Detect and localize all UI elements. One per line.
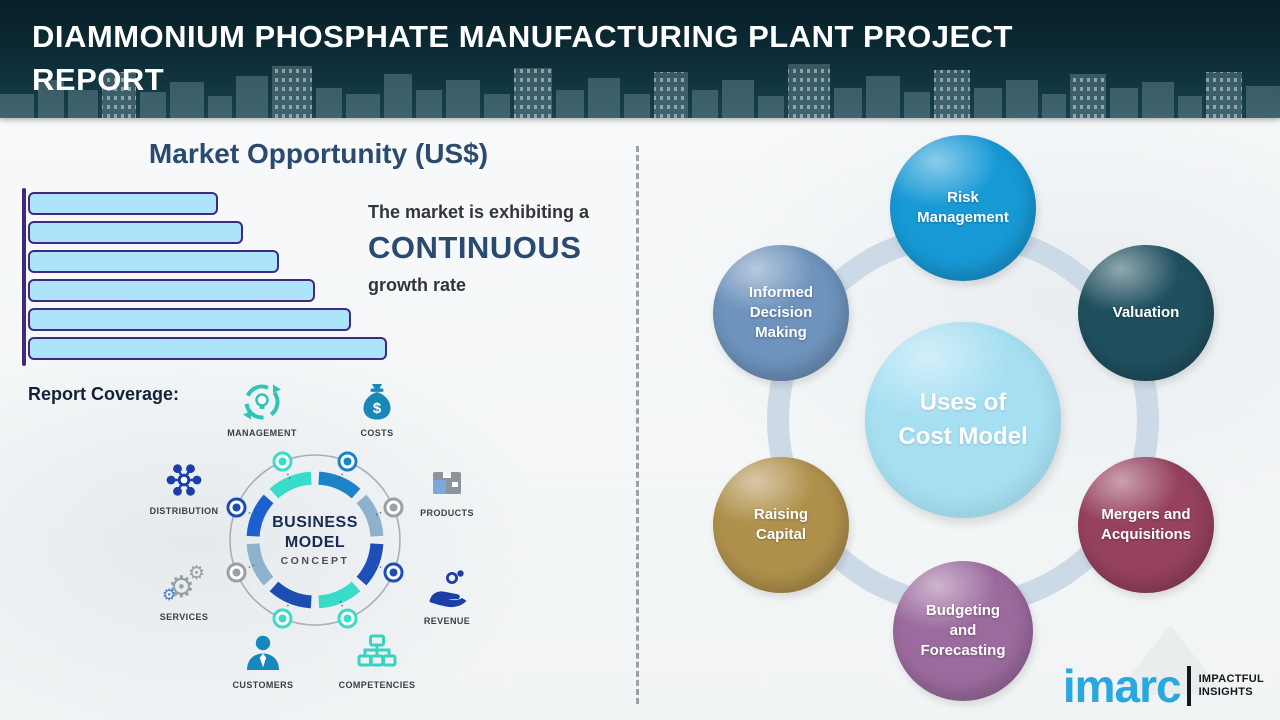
circle-risk-management: Risk Management	[890, 135, 1036, 281]
circle-label: Risk Management	[917, 188, 1009, 226]
cost-model-panel: Risk Management Informed Decision Making…	[640, 118, 1280, 720]
coverage-label: PRODUCTS	[420, 508, 474, 518]
logo-separator	[1186, 666, 1191, 706]
panel-divider	[636, 146, 639, 704]
network-hub-icon	[166, 464, 202, 496]
market-panel: Market Opportunity (US$) The market is e…	[0, 118, 637, 720]
person-icon	[247, 635, 279, 670]
market-bar	[28, 308, 351, 331]
report-coverage-title: Report Coverage:	[28, 384, 180, 404]
coverage-label: REVENUE	[423, 616, 471, 626]
gears-icon: ⚙ ⚙ ⚙	[162, 563, 206, 604]
coverage-item-products: PRODUCTS	[399, 460, 495, 518]
circle-label: Raising Capital	[753, 505, 809, 543]
growth-statement: The market is exhibiting a CONTINUOUS gr…	[368, 202, 636, 296]
market-bar	[28, 279, 315, 302]
page-title: DIAMMONIUM PHOSPHATE MANUFACTURING PLANT…	[32, 19, 1013, 97]
money-bag-icon: $	[363, 384, 391, 420]
header-banner: DIAMMONIUM PHOSPHATE MANUFACTURING PLANT…	[0, 0, 1280, 118]
tagline-line1: IMPACTFUL	[1198, 672, 1264, 685]
svg-text:$: $	[373, 400, 382, 417]
org-chart-icon	[357, 634, 397, 667]
growth-emphasis: CONTINUOUS	[368, 230, 582, 265]
circle-budgeting-forecasting: Budgeting and Forecasting	[893, 561, 1033, 701]
circle-uses-of-cost-model: Uses of Cost Model	[865, 322, 1061, 518]
coverage-label: CUSTOMERS	[232, 680, 294, 690]
coverage-item-management: MANAGEMENT	[214, 380, 310, 438]
coverage-item-costs: $ COSTS	[329, 380, 425, 438]
coverage-item-customers: CUSTOMERS	[215, 632, 311, 690]
market-opportunity-title: Market Opportunity (US$)	[148, 138, 489, 169]
market-bar	[28, 337, 387, 360]
city-skyline-graphic	[0, 64, 1280, 118]
market-bar	[28, 250, 279, 273]
market-bar	[28, 192, 218, 215]
chart-axis	[22, 188, 26, 366]
mountain-watermark	[1115, 625, 1225, 695]
coverage-label: COSTS	[360, 428, 394, 438]
imarc-wordmark: imarc	[1062, 659, 1182, 712]
circle-label: Budgeting and Forecasting	[920, 601, 1006, 660]
box-icon	[433, 472, 461, 494]
circle-label: Valuation	[1112, 303, 1180, 321]
center-line1: Uses of	[919, 389, 1007, 417]
business-model-ring	[226, 451, 404, 629]
slide-body: Market Opportunity (US$) The market is e…	[0, 118, 1280, 720]
circle-mergers-acquisitions: Mergers and Acquisitions	[1078, 457, 1214, 593]
coverage-item-revenue: REVENUE	[399, 568, 495, 626]
market-bar	[28, 221, 243, 244]
growth-line2: growth rate	[368, 275, 467, 295]
hand-coins-icon	[429, 570, 467, 608]
market-bars	[28, 192, 387, 366]
circle-valuation: Valuation	[1078, 245, 1214, 381]
logo-tagline: IMPACTFUL INSIGHTS	[1199, 673, 1264, 699]
coverage-label: MANAGEMENT	[227, 428, 297, 438]
coverage-label: DISTRIBUTION	[149, 506, 219, 516]
growth-line1: The market is exhibiting a	[368, 202, 590, 222]
circle-label: Informed Decision Making	[748, 283, 814, 342]
coverage-label: COMPETENCIES	[338, 680, 416, 690]
coverage-item-distribution: DISTRIBUTION	[136, 458, 232, 516]
center-line2: Cost Model	[898, 423, 1028, 450]
imarc-logo: imarc IMPACTFUL INSIGHTS	[1062, 659, 1264, 712]
circle-label: Mergers and Acquisitions	[1100, 505, 1191, 543]
center-circle-label: Uses of Cost Model	[876, 386, 1049, 453]
circle-raising-capital: Raising Capital	[713, 457, 849, 593]
coverage-item-services: ⚙ ⚙ ⚙ SERVICES	[136, 564, 232, 622]
tagline-line2: INSIGHTS	[1198, 686, 1253, 698]
coverage-item-competencies: COMPETENCIES	[329, 632, 425, 690]
management-cycle-icon	[243, 384, 281, 420]
circle-informed-decision-making: Informed Decision Making	[713, 245, 849, 381]
coverage-label: SERVICES	[159, 612, 209, 622]
